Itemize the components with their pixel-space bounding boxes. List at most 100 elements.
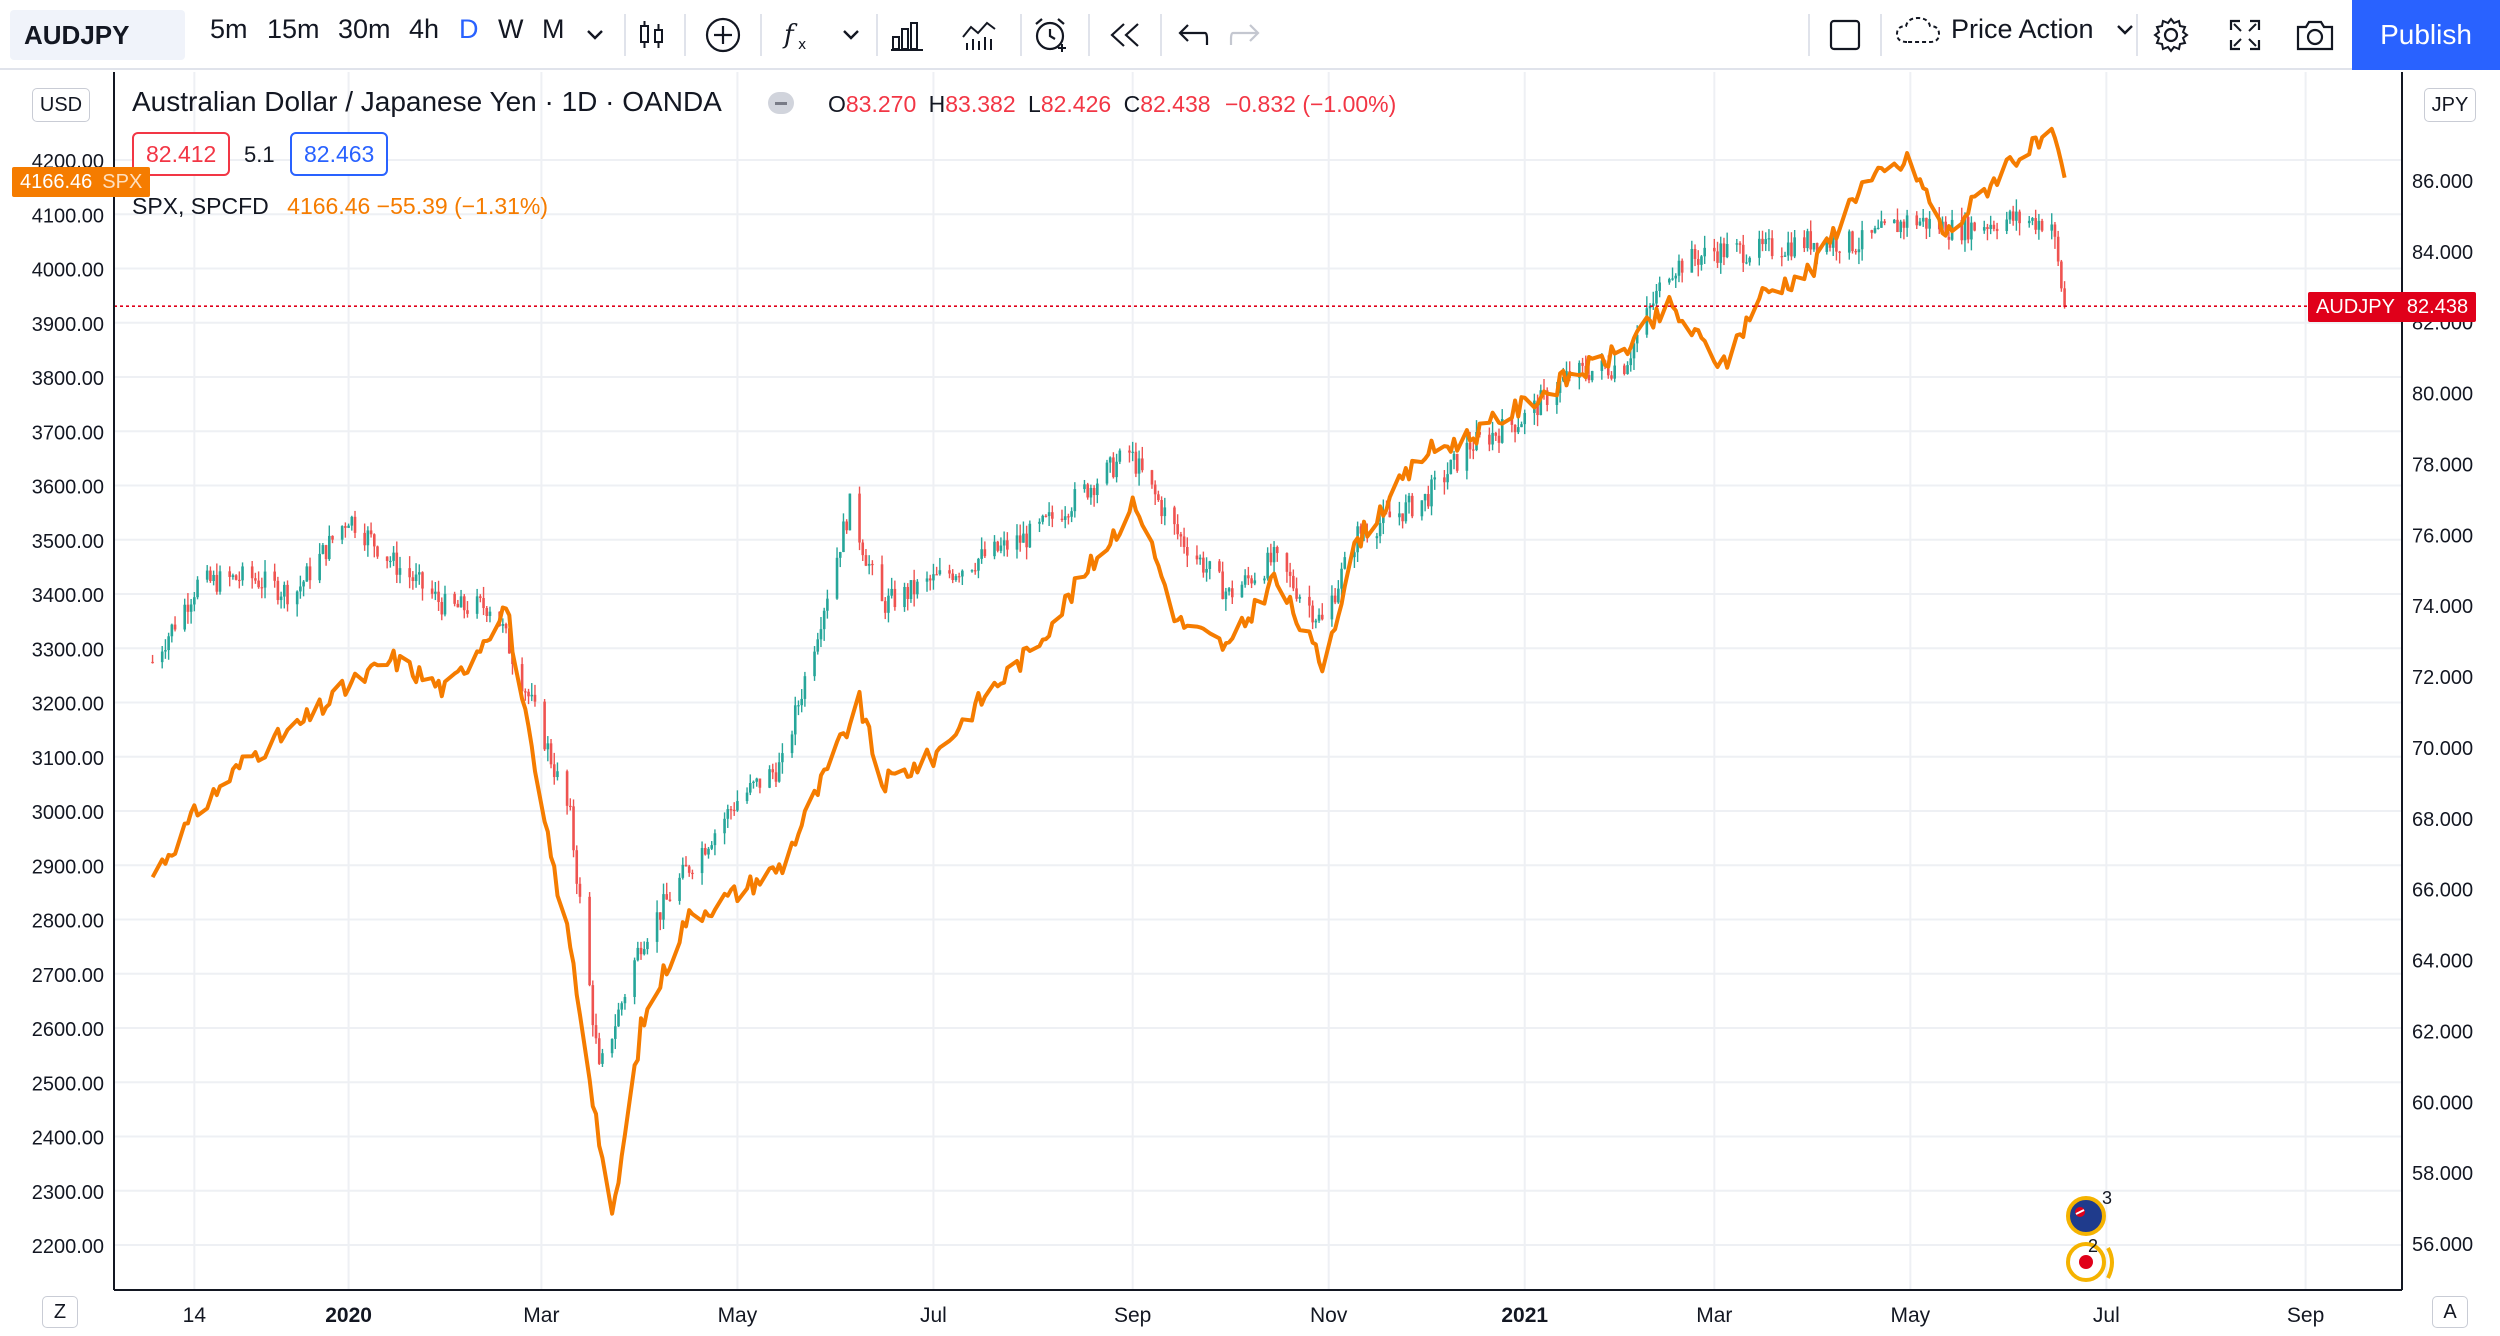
candle-body xyxy=(1555,392,1559,405)
financials-icon[interactable] xyxy=(884,12,930,58)
candle-body xyxy=(1314,620,1318,623)
candle-body xyxy=(1465,442,1469,471)
candle-body xyxy=(1857,249,1861,253)
right-currency-tag[interactable]: JPY xyxy=(2424,88,2476,122)
candle-body xyxy=(1112,457,1115,478)
replay-icon[interactable] xyxy=(1102,12,1148,58)
candle-body xyxy=(369,530,373,535)
undo-icon[interactable] xyxy=(1170,12,1216,58)
candle-body xyxy=(1015,535,1019,550)
candle-body xyxy=(1677,260,1681,276)
left-tick-label: 4100.00 xyxy=(32,205,104,227)
candle-body xyxy=(1427,494,1430,507)
candle-body xyxy=(1221,571,1224,600)
candle-body xyxy=(2005,219,2009,232)
candle-body xyxy=(620,1003,624,1010)
candle-body xyxy=(925,578,929,582)
candle-body xyxy=(414,574,418,582)
candle-body xyxy=(1536,400,1539,416)
candle-body xyxy=(250,566,254,579)
candle-body xyxy=(774,772,778,782)
compare-chart-icon[interactable] xyxy=(956,12,1002,58)
candle-body xyxy=(906,586,910,600)
left-currency-tag[interactable]: USD xyxy=(32,88,90,122)
candle-body xyxy=(1240,584,1244,598)
candle-body xyxy=(1758,238,1761,258)
candle-body xyxy=(1741,244,1745,263)
symbol-search[interactable]: AUDJPY xyxy=(10,10,185,60)
left-tick-label: 3400.00 xyxy=(32,585,104,607)
candle-body xyxy=(668,899,672,901)
candle-body xyxy=(1182,536,1186,548)
layout-square-icon[interactable] xyxy=(1822,12,1868,58)
candle-body xyxy=(1269,552,1273,563)
zoom-button[interactable]: Z xyxy=(42,1296,78,1328)
candle-body xyxy=(1651,303,1655,306)
candles-icon[interactable] xyxy=(629,12,675,58)
candle-body xyxy=(1703,247,1706,257)
candle-body xyxy=(215,574,219,592)
candle-body xyxy=(1243,575,1247,585)
candle-body xyxy=(928,578,932,581)
fullscreen-icon[interactable] xyxy=(2222,12,2268,58)
add-comparison-icon[interactable] xyxy=(700,12,746,58)
collapse-legend-icon[interactable] xyxy=(768,92,794,114)
buy-price-button[interactable]: 82.463 xyxy=(290,132,389,176)
timeframe-15m[interactable]: 15m xyxy=(267,14,320,44)
candle-body xyxy=(1613,365,1616,379)
candle-body xyxy=(507,628,511,654)
alert-clock-icon[interactable] xyxy=(1028,12,1074,58)
candle-body xyxy=(1696,258,1700,265)
chevron-down-icon[interactable] xyxy=(572,12,618,58)
chart-template-select[interactable]: Price Action xyxy=(1895,14,2134,45)
candle-body xyxy=(1915,215,1919,226)
candle-body xyxy=(758,778,762,788)
right-tick-label: 70.000 xyxy=(2412,738,2473,760)
candle-body xyxy=(276,580,280,601)
economic-event-badge[interactable]: 2 xyxy=(2064,1236,2124,1286)
candle-body xyxy=(777,762,781,782)
candle-body xyxy=(842,521,845,553)
candle-body xyxy=(302,581,305,587)
timeframe-w[interactable]: W xyxy=(498,14,524,44)
camera-icon[interactable] xyxy=(2292,12,2338,58)
timeframe-30m[interactable]: 30m xyxy=(338,14,391,44)
candle-body xyxy=(1793,237,1796,257)
timeframe-4h[interactable]: 4h xyxy=(409,14,440,44)
publish-button[interactable]: Publish xyxy=(2352,0,2500,70)
time-tick-label: Sep xyxy=(2287,1304,2324,1327)
candle-body xyxy=(434,591,437,594)
gear-icon[interactable] xyxy=(2148,12,2194,58)
candle-body xyxy=(1472,449,1475,451)
candle-body xyxy=(1835,238,1838,252)
candle-body xyxy=(890,588,893,596)
candle-body xyxy=(398,568,402,575)
candle-body xyxy=(1092,487,1096,496)
timeframe-d[interactable]: D xyxy=(459,14,479,44)
candle-body xyxy=(639,947,643,955)
candle-body xyxy=(504,624,508,629)
candle-body xyxy=(1491,432,1494,445)
timeframe-m[interactable]: M xyxy=(542,14,565,44)
candle-body xyxy=(1218,561,1221,572)
candle-body xyxy=(2018,211,2021,224)
candle-body xyxy=(1851,231,1854,252)
candle-body xyxy=(1224,591,1228,600)
candle-body xyxy=(1587,375,1591,381)
candle-body xyxy=(1375,536,1379,539)
redo-icon[interactable] xyxy=(1222,12,1268,58)
candle-body xyxy=(459,596,463,608)
timeframe-5m[interactable]: 5m xyxy=(210,14,248,44)
economic-event-badge[interactable]: 3 xyxy=(2064,1188,2112,1240)
right-tick-label: 78.000 xyxy=(2412,454,2473,476)
candle-body xyxy=(803,676,807,699)
candle-body xyxy=(1500,418,1504,443)
candle-body xyxy=(980,549,983,559)
auto-scale-button[interactable]: A xyxy=(2432,1296,2468,1328)
chevron-down-icon[interactable] xyxy=(828,12,874,58)
candle-body xyxy=(260,587,264,589)
candle-body xyxy=(556,771,559,778)
time-tick-label: Nov xyxy=(1310,1304,1348,1327)
